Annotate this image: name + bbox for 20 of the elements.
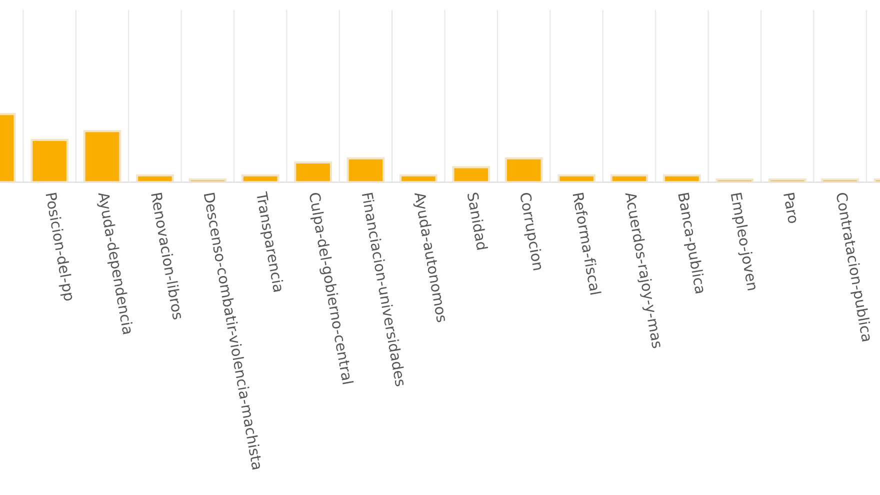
bar: [558, 174, 596, 182]
bar: [610, 174, 648, 182]
bar: [768, 178, 806, 182]
bar: [188, 178, 227, 182]
bar: [294, 161, 332, 182]
x-tick-label: Empleo-joven: [728, 192, 759, 291]
bar: [821, 178, 859, 182]
bar: [30, 138, 68, 182]
x-tick-label: Paro: [783, 192, 800, 224]
bar: [504, 157, 543, 182]
bar: [716, 178, 754, 182]
bar: [399, 174, 438, 182]
bar: [83, 130, 122, 182]
bar: [136, 174, 174, 182]
bar: [452, 166, 490, 182]
bar: [241, 174, 280, 182]
bar: [662, 174, 701, 182]
bar: [346, 157, 385, 182]
x-tick-label: Sanidad: [467, 192, 488, 250]
x-tick-label: Corrupcion: [517, 192, 544, 271]
